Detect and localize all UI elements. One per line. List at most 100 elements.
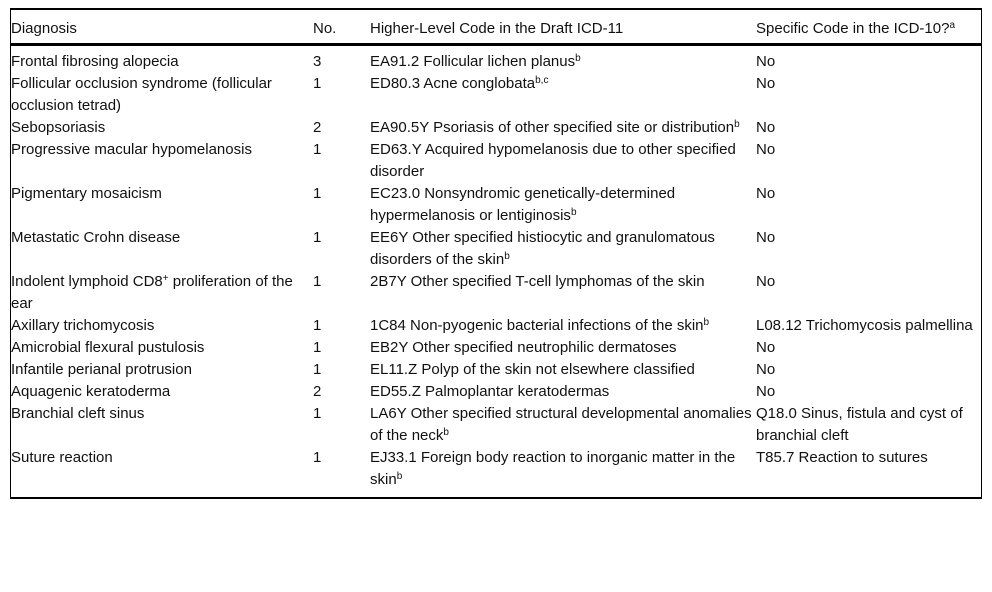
cell-count: 1 [313, 271, 370, 315]
text-segment: 1 [313, 75, 322, 92]
text-segment: 2B7Y Other specified T-cell lymphomas of… [370, 273, 705, 290]
cell-icd10: No [756, 227, 981, 271]
text-segment: No [756, 229, 776, 246]
cell-count: 2 [313, 117, 370, 139]
text-segment: 1 [313, 141, 322, 158]
cell-icd10: No [756, 271, 981, 315]
footnote-marker: b [443, 427, 449, 438]
cell-count: 1 [313, 315, 370, 337]
diagnosis-icd-table-frame: Diagnosis No. Higher-Level Code in the Dra… [10, 8, 982, 499]
cell-icd11: 2B7Y Other specified T-cell lymphomas of… [370, 271, 756, 315]
footnote-marker: a [949, 20, 955, 31]
text-segment: 1 [313, 273, 322, 290]
cell-icd11: ED55.Z Palmoplantar keratodermas [370, 381, 756, 403]
column-header-icd10: Specific Code in the ICD-10?a [756, 10, 981, 46]
text-segment: EC23.0 Nonsyndromic genetically-determin… [370, 185, 676, 224]
cell-count: 1 [313, 139, 370, 183]
text-segment: 1C84 Non-pyogenic bacterial infections o… [370, 317, 704, 334]
text-segment: LA6Y Other specified structural developm… [370, 405, 752, 444]
text-segment: Indolent lymphoid CD8 [11, 273, 163, 290]
text-segment: Metastatic Crohn disease [11, 229, 181, 246]
text-segment: Infantile perianal protrusion [11, 361, 192, 378]
cell-count: 1 [313, 447, 370, 497]
table-row: Aquagenic keratoderma 2 ED55.Z Palmoplanta… [11, 381, 981, 403]
cell-icd11: 1C84 Non-pyogenic bacterial infections o… [370, 315, 756, 337]
text-segment: Diagnosis [11, 20, 77, 37]
text-segment: Axillary trichomycosis [11, 317, 155, 334]
text-segment: EB2Y Other specified neutrophilic dermat… [370, 339, 677, 356]
footnote-marker: b,c [535, 75, 549, 86]
text-segment: 1 [313, 339, 322, 356]
cell-diagnosis: Infantile perianal protrusion [11, 359, 313, 381]
cell-icd10: No [756, 337, 981, 359]
text-segment: No [756, 339, 776, 356]
text-segment: No [756, 273, 776, 290]
text-segment: EA91.2 Follicular lichen planus [370, 53, 576, 70]
text-segment: ED80.3 Acne conglobata [370, 75, 536, 92]
text-segment: 1 [313, 361, 322, 378]
cell-icd10: No [756, 73, 981, 117]
cell-icd10: Q18.0 Sinus, fistula and cyst of branchi… [756, 403, 981, 447]
text-segment: Frontal fibrosing alopecia [11, 53, 179, 70]
cell-icd11: LA6Y Other specified structural developm… [370, 403, 756, 447]
table-row: Metastatic Crohn disease 1 EE6Y Other spec… [11, 227, 981, 271]
text-segment: 1 [313, 185, 322, 202]
cell-icd10: L08.12 Trichomycosis palmellina [756, 315, 981, 337]
cell-icd10: No [756, 183, 981, 227]
cell-icd11: EJ33.1 Foreign body reaction to inorgani… [370, 447, 756, 497]
cell-diagnosis: Branchial cleft sinus [11, 403, 313, 447]
cell-diagnosis: Progressive macular hypomelanosis [11, 139, 313, 183]
text-segment: L08.12 Trichomycosis palmellina [756, 317, 973, 334]
table-row: Infantile perianal protrusion 1 EL11.Z Pol… [11, 359, 981, 381]
cell-icd11: ED80.3 Acne conglobatab,c [370, 73, 756, 117]
text-segment: proliferation of the ear [11, 273, 293, 312]
cell-icd10: No [756, 45, 981, 74]
cell-icd11: EC23.0 Nonsyndromic genetically-determin… [370, 183, 756, 227]
cell-diagnosis: Sebopsoriasis [11, 117, 313, 139]
cell-count: 1 [313, 183, 370, 227]
table-row: Follicular occlusion syndrome (follicula… [11, 73, 981, 117]
cell-icd11: EB2Y Other specified neutrophilic dermat… [370, 337, 756, 359]
cell-icd11: EA91.2 Follicular lichen planusb [370, 45, 756, 74]
cell-count: 1 [313, 403, 370, 447]
text-segment: No. [313, 20, 337, 37]
text-segment: 1 [313, 317, 322, 334]
text-segment: Pigmentary mosaicism [11, 185, 162, 202]
footnote-marker: b [734, 119, 740, 130]
cell-diagnosis: Frontal fibrosing alopecia [11, 45, 313, 74]
text-segment: No [756, 361, 776, 378]
cell-icd10: No [756, 381, 981, 403]
cell-count: 1 [313, 359, 370, 381]
cell-icd11: ED63.Y Acquired hypomelanosis due to oth… [370, 139, 756, 183]
text-segment: Amicrobial flexural pustulosis [11, 339, 205, 356]
table-body: Frontal fibrosing alopecia 3 EA91.2 Follic… [11, 45, 981, 498]
text-segment: Follicular occlusion syndrome (follicula… [11, 75, 272, 114]
footnote-marker: b [396, 471, 403, 482]
table-row: Axillary trichomycosis 1 1C84 Non-pyogenic… [11, 315, 981, 337]
table-row: Amicrobial flexural pustulosis 1 EB2Y Othe… [11, 337, 981, 359]
table-row: Suture reaction 1 EJ33.1 Foreign body reac… [11, 447, 981, 497]
text-segment: ED55.Z Palmoplantar keratodermas [370, 383, 610, 400]
text-segment: 3 [313, 53, 322, 70]
cell-count: 1 [313, 227, 370, 271]
cell-diagnosis: Suture reaction [11, 447, 313, 497]
cell-count: 2 [313, 381, 370, 403]
diagnosis-icd-table: Diagnosis No. Higher-Level Code in the Dra… [11, 10, 981, 497]
footnote-marker: b [504, 251, 510, 262]
text-segment: No [756, 185, 776, 202]
text-segment: No [756, 383, 776, 400]
text-segment: ED63.Y Acquired hypomelanosis due to oth… [370, 141, 736, 180]
footnote-marker: b [575, 53, 581, 64]
text-segment: Sebopsoriasis [11, 119, 106, 136]
cell-icd10: T85.7 Reaction to sutures [756, 447, 981, 497]
text-segment: No [756, 141, 776, 158]
footnote-marker: b [703, 317, 710, 328]
text-segment: T85.7 Reaction to sutures [756, 449, 928, 466]
text-segment: Q18.0 Sinus, fistula and cyst of branchi… [756, 405, 963, 444]
cell-diagnosis: Amicrobial flexural pustulosis [11, 337, 313, 359]
text-segment: 1 [313, 405, 322, 422]
table-head: Diagnosis No. Higher-Level Code in the Dra… [11, 10, 981, 46]
footnote-marker: + [162, 273, 169, 284]
text-segment: No [756, 75, 776, 92]
